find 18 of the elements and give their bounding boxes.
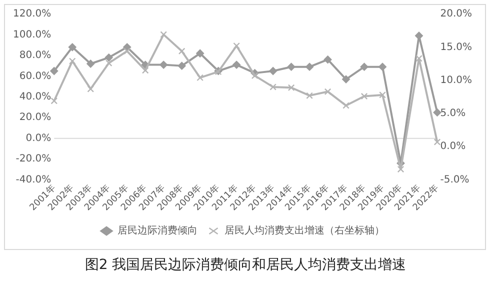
y-tick-label: 20.0% (19, 112, 52, 124)
y-tick-label: 120.0% (12, 8, 52, 20)
y-tick-label: -40.0% (16, 174, 52, 186)
y-tick-label: 80.0% (19, 50, 52, 62)
y-tick-label: 60.0% (19, 70, 52, 82)
y2-tick-label: 20.0% (440, 8, 472, 20)
legend-label: 居民边际消费倾向 (118, 224, 198, 237)
y2-tick-label: 10.0% (440, 74, 472, 86)
y2-tick-label: -5.0% (440, 174, 470, 186)
y-tick-label: 0.0% (26, 132, 52, 144)
y-tick-label: 100.0% (12, 29, 52, 40)
y2-tick-label: 15.0% (440, 42, 472, 53)
y-tick-label: -20.0% (16, 154, 52, 165)
legend-label: 居民人均消费支出增速（右坐标轴） (224, 224, 384, 237)
y-tick-label: 40.0% (19, 91, 52, 102)
y2-tick-label: 5.0% (440, 108, 466, 120)
text: 图2 我国居民边际消费倾向和居民人均消费支出增速 (84, 256, 408, 274)
y2-tick-label: 0.0% (440, 141, 466, 152)
